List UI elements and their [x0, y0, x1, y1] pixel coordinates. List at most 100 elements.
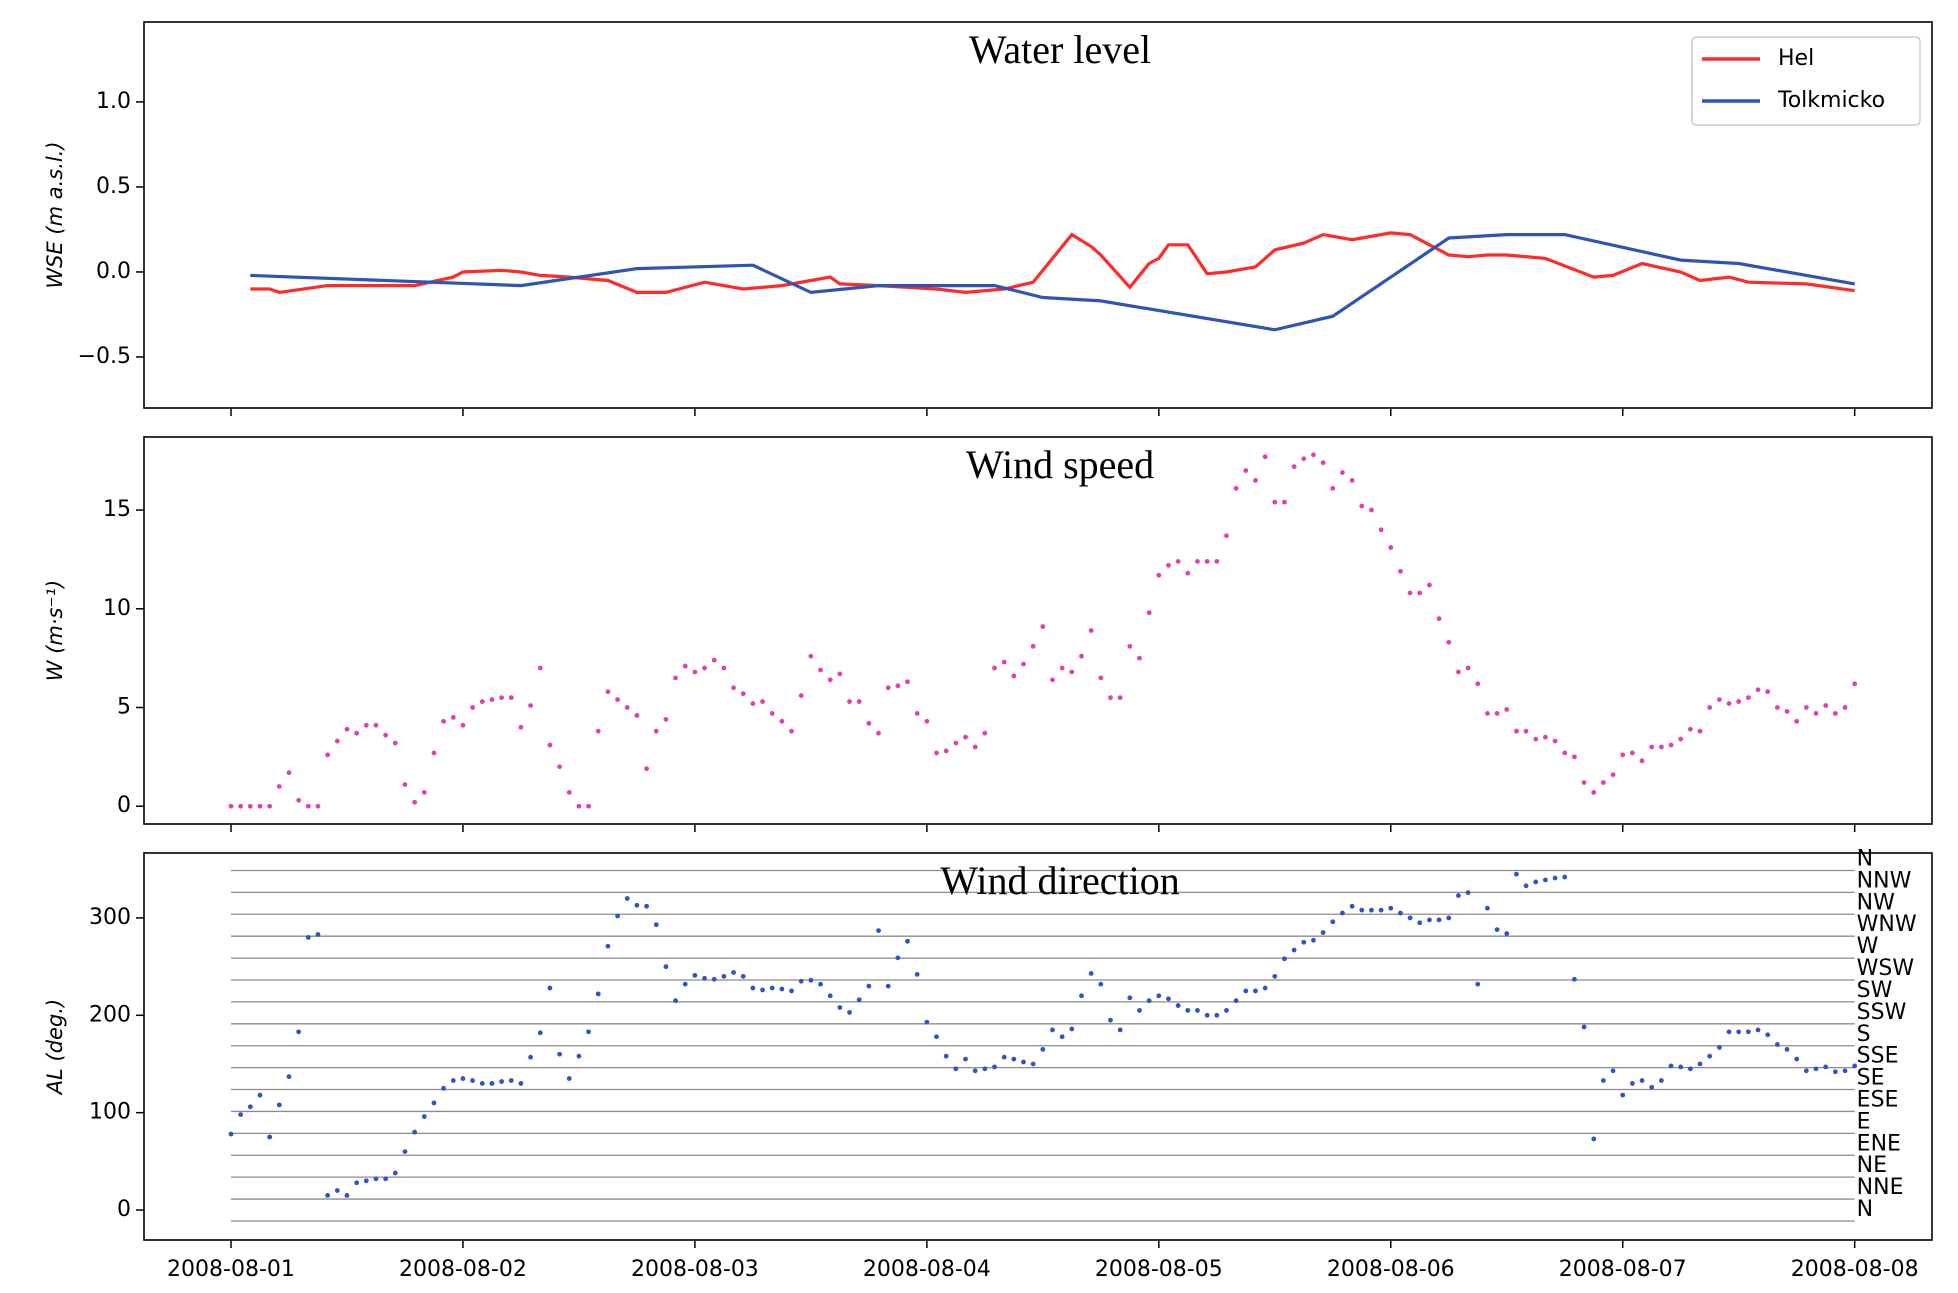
x-tick-label: 2008-08-08: [1791, 1257, 1919, 1282]
point: [769, 985, 775, 991]
point: [1001, 659, 1007, 665]
point: [885, 983, 891, 989]
point: [1369, 507, 1374, 513]
plot-frame: [143, 21, 1933, 409]
point: [1282, 956, 1287, 962]
compass-label: NNW: [1857, 868, 1912, 893]
compass-label: SSE: [1857, 1044, 1899, 1069]
point: [1388, 905, 1394, 911]
point: [1079, 993, 1084, 999]
point: [586, 803, 591, 809]
point: [934, 1034, 939, 1040]
point: [257, 803, 263, 809]
point: [740, 691, 746, 697]
point: [1745, 1029, 1751, 1035]
point: [479, 1081, 485, 1086]
point: [557, 1051, 562, 1057]
compass-label: SW: [1857, 978, 1893, 1003]
point: [972, 744, 978, 750]
chart-title: Water level: [969, 27, 1151, 72]
point: [334, 738, 340, 744]
line: [250, 231, 1855, 295]
point: [1823, 1064, 1829, 1070]
point: [1204, 1012, 1210, 1018]
point: [247, 1104, 253, 1110]
point: [615, 697, 620, 703]
point: [1166, 562, 1171, 568]
y-axis-label: AL (deg.): [43, 999, 67, 1096]
point: [1117, 1027, 1123, 1033]
point: [1224, 1008, 1229, 1013]
panel: NNNENEENEEESESESSESSSWSWWSWWWNWNWNNWN010…: [43, 847, 1933, 1282]
point: [392, 1170, 398, 1176]
point: [1388, 545, 1394, 550]
point: [1427, 582, 1432, 588]
point: [1427, 917, 1432, 923]
legend-label: Hel: [1778, 46, 1814, 71]
point: [1166, 996, 1171, 1002]
point: [595, 728, 601, 734]
point: [1475, 981, 1481, 987]
point: [1745, 695, 1751, 701]
point: [431, 750, 437, 756]
point: [1600, 780, 1606, 785]
point: [1253, 988, 1258, 994]
point: [238, 803, 244, 809]
point: [1465, 665, 1471, 671]
point: [1620, 1092, 1626, 1098]
point: [344, 726, 350, 732]
point: [663, 716, 669, 722]
point: [1301, 939, 1307, 945]
point: [518, 724, 524, 730]
point: [1282, 499, 1287, 505]
point: [1803, 705, 1809, 710]
compass-label: N: [1857, 1197, 1873, 1222]
point: [634, 713, 640, 718]
point: [1001, 1054, 1007, 1060]
point: [325, 1193, 331, 1198]
y-tick-label: 0.0: [96, 259, 131, 284]
point: [1794, 1056, 1800, 1062]
point: [1649, 1084, 1655, 1090]
point: [943, 748, 949, 754]
point: [402, 1149, 408, 1154]
y-tick-label: 0: [117, 793, 131, 818]
point: [1765, 689, 1771, 695]
point: [1117, 695, 1123, 701]
compass-label: NNE: [1857, 1175, 1904, 1200]
point: [528, 1054, 533, 1060]
point: [702, 975, 707, 981]
point: [1514, 871, 1519, 877]
point: [982, 730, 988, 736]
point: [1291, 947, 1297, 953]
point: [895, 683, 901, 689]
point: [383, 1176, 389, 1182]
point: [1359, 503, 1365, 509]
point: [634, 902, 640, 908]
point: [866, 720, 872, 726]
point: [1475, 681, 1481, 687]
point: [837, 671, 843, 677]
point: [392, 740, 398, 746]
point: [1098, 981, 1104, 987]
line: [250, 233, 1855, 332]
point: [740, 973, 746, 979]
point: [547, 742, 553, 748]
point: [711, 976, 717, 982]
point: [866, 983, 872, 989]
point: [1243, 468, 1249, 473]
point: [876, 730, 881, 736]
point: [1407, 915, 1413, 921]
compass-label: S: [1857, 1022, 1871, 1047]
point: [1127, 643, 1133, 649]
point: [276, 784, 282, 789]
point: [383, 732, 389, 738]
point: [624, 705, 630, 710]
point: [1726, 701, 1732, 706]
point: [769, 711, 775, 716]
x-tick-label: 2008-08-06: [1327, 1257, 1455, 1282]
legend: Hel Tolkmicko: [1691, 36, 1921, 126]
point: [557, 764, 562, 770]
x-tick-label: 2008-08-03: [631, 1257, 759, 1282]
